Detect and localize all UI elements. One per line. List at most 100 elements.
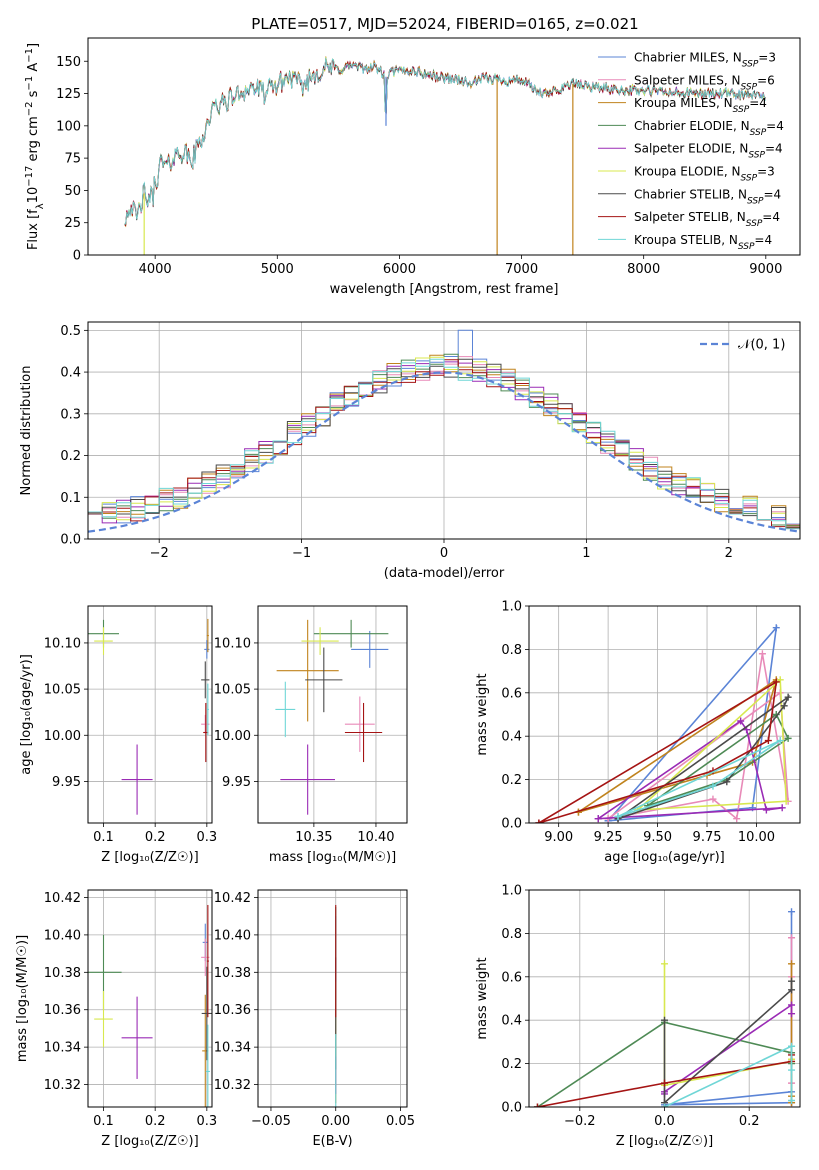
panel-age-weight: 9.00 9.25 9.50 9.75 10.00 0.0 0.2 0.4 0.6 0.8 1.0 a… bbox=[475, 600, 801, 865]
weight-marker-kroupa-stelib bbox=[614, 812, 622, 820]
weight-marker-salpeter-elodie bbox=[762, 806, 770, 814]
x-tick-label: −0.2 bbox=[564, 1114, 596, 1129]
weight-line-kroupa-stelib bbox=[664, 1044, 793, 1107]
x-tick-label: 0 bbox=[440, 546, 448, 561]
legend-entry-sub: SSP bbox=[746, 219, 763, 229]
y-tick-label: 0.2 bbox=[501, 773, 522, 788]
legend-entry-sub: SSP bbox=[733, 105, 750, 115]
x-tick-label: 0.2 bbox=[145, 1114, 166, 1129]
panel-spectrum: 4000 5000 6000 7000 8000 9000 0 25 50 75 100 125 150… bbox=[24, 37, 801, 297]
weight-marker-salpeter-elodie bbox=[788, 1010, 796, 1018]
y-tick-label: 150 bbox=[56, 55, 81, 70]
y-tick-label: 10.10 bbox=[214, 636, 251, 651]
legend-entry-name: Kroupa MILES, N bbox=[634, 96, 733, 110]
weight-marker-chabrier-elodie bbox=[784, 734, 792, 742]
x-axis-label: age [log₁₀(age/yr)] bbox=[604, 850, 725, 865]
y-axis-label-part: s bbox=[26, 90, 41, 101]
legend-entry-sub: SSP bbox=[738, 242, 755, 252]
y-tick-label: 9.95 bbox=[52, 775, 81, 790]
y-axis-label-part: −17 bbox=[24, 166, 35, 187]
weight-line-kroupa-stelib bbox=[617, 739, 781, 818]
legend-entry-sub: SSP bbox=[742, 60, 759, 70]
y-axis-label: mass [log₁₀(M/M☉)] bbox=[15, 935, 30, 1062]
y-tick-label: 0.0 bbox=[60, 533, 81, 548]
spectrum-line-kroupa-stelib bbox=[124, 57, 766, 225]
x-tick-label: 9.50 bbox=[643, 830, 672, 845]
legend-entry-value: =6 bbox=[757, 73, 775, 87]
y-tick-label: 10.32 bbox=[44, 1078, 81, 1093]
y-axis-label-part: −1 bbox=[24, 48, 35, 63]
y-tick-label: 10.42 bbox=[44, 891, 81, 906]
legend-entry-sub: SSP bbox=[747, 196, 764, 206]
x-tick-label: 0.00 bbox=[321, 1114, 350, 1129]
y-axis-label-part: erg cm bbox=[26, 116, 41, 165]
y-tick-label: 10.40 bbox=[214, 928, 251, 943]
x-tick-label: 5000 bbox=[261, 262, 294, 277]
x-axis-label: Z [log₁₀(Z/Z☉)] bbox=[101, 1134, 198, 1149]
y-tick-label: 0.4 bbox=[60, 366, 81, 381]
weight-marker-chabrier-stelib bbox=[788, 986, 796, 994]
y-tick-label: 10.00 bbox=[44, 729, 81, 744]
legend-entry-value: =3 bbox=[757, 165, 775, 179]
x-tick-label: 0.1 bbox=[93, 1114, 114, 1129]
marks-residuals bbox=[88, 329, 800, 533]
legend-entry: Chabrier MILES, NSSP=3 bbox=[634, 51, 776, 70]
x-tick-label: 0.3 bbox=[196, 1114, 217, 1129]
x-tick-label: 8000 bbox=[627, 262, 660, 277]
y-tick-label: 50 bbox=[64, 184, 81, 199]
x-axis-label: wavelength [Angstrom, rest frame] bbox=[330, 282, 559, 297]
x-tick-label: 9.75 bbox=[693, 830, 722, 845]
weight-marker-salpeter-miles bbox=[709, 795, 717, 803]
y-tick-label: 0.3 bbox=[60, 407, 81, 422]
legend-entry-name: Chabrier ELODIE, N bbox=[634, 119, 750, 133]
y-axis-label: Normed distribution bbox=[19, 366, 34, 496]
panel-z-mass: 0.1 0.2 0.3 10.32 10.34 10.36 10.38 10.40 10.42 Z… bbox=[15, 889, 217, 1149]
legend-entry-value: =4 bbox=[754, 233, 772, 247]
y-tick-label: 10.00 bbox=[214, 729, 251, 744]
y-axis-label-part: 10 bbox=[26, 187, 41, 204]
weight-marker-salpeter-elodie bbox=[778, 804, 786, 812]
x-axis-label: mass [log₁₀(M/M☉)] bbox=[269, 850, 396, 865]
y-axis-label-part: Flux [f bbox=[26, 209, 41, 250]
y-tick-label: 0.0 bbox=[501, 1101, 522, 1116]
weight-marker-chabrier-miles bbox=[772, 624, 780, 632]
x-tick-label: 0.1 bbox=[93, 830, 114, 845]
y-tick-label: 10.36 bbox=[214, 1003, 251, 1018]
x-axis-label: (data-model)/error bbox=[384, 566, 505, 581]
x-tick-label: 0.2 bbox=[145, 830, 166, 845]
legend-entry: Kroupa STELIB, NSSP=4 bbox=[634, 233, 772, 252]
grid-mass-age bbox=[258, 606, 407, 823]
legend-entry-value: =4 bbox=[766, 119, 784, 133]
x-axis-label: Z [log₁₀(Z/Z☉)] bbox=[616, 1134, 713, 1149]
y-tick-label: 0.2 bbox=[60, 449, 81, 464]
weight-marker-chabrier-stelib bbox=[661, 1016, 668, 1024]
y-tick-label: 0.8 bbox=[501, 643, 522, 658]
legend-entry: Chabrier ELODIE, NSSP=4 bbox=[634, 119, 784, 138]
axes-frame bbox=[257, 889, 408, 1108]
y-tick-label: 10.40 bbox=[44, 928, 81, 943]
y-tick-label: 0.8 bbox=[501, 927, 522, 942]
y-tick-label: 10.05 bbox=[44, 683, 81, 698]
y-tick-label: 10.38 bbox=[44, 966, 81, 981]
panel-z-weight: −0.2 0.0 0.2 0.0 0.2 0.4 0.6 0.8 1.0 Z [log₁₀(Z/Z… bbox=[475, 884, 801, 1149]
y-tick-label: 1.0 bbox=[501, 884, 522, 899]
legend-entry-sub: SSP bbox=[750, 128, 767, 138]
x-axis-label: E(B-V) bbox=[312, 1134, 352, 1149]
x-tick-label: 0.05 bbox=[386, 1114, 415, 1129]
weight-marker-kroupa-miles bbox=[788, 960, 796, 968]
x-tick-label: 1 bbox=[582, 546, 590, 561]
marks-z-weight bbox=[533, 908, 796, 1107]
y-tick-label: 10.32 bbox=[214, 1078, 251, 1093]
marks-z-mass bbox=[88, 904, 212, 1107]
marks-z-age bbox=[88, 618, 210, 815]
marks-age-weight bbox=[535, 624, 792, 823]
axes-frame bbox=[87, 37, 801, 256]
weight-marker-kroupa-stelib bbox=[788, 1096, 796, 1104]
weight-marker-salpeter-elodie bbox=[594, 815, 602, 823]
y-tick-label: 0.0 bbox=[501, 817, 522, 832]
legend-entry-sub: SSP bbox=[741, 174, 758, 184]
x-tick-label: 0.3 bbox=[196, 830, 217, 845]
x-tick-label: 9.00 bbox=[544, 830, 573, 845]
